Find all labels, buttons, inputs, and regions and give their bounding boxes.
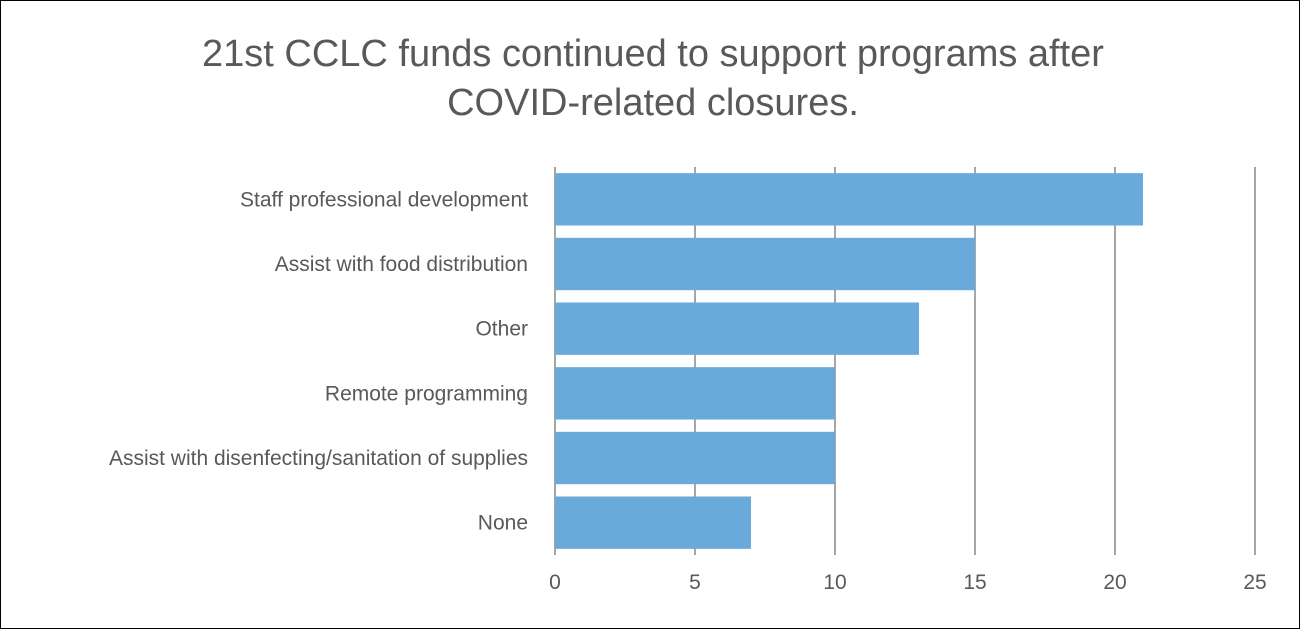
chart-title-line-2: COVID-related closures.	[447, 82, 859, 124]
x-tick-label-15: 15	[963, 571, 986, 594]
x-tick-label-0: 0	[549, 571, 561, 594]
bar-3	[555, 367, 835, 420]
bar-4	[555, 431, 835, 485]
category-label-0: Staff professional development	[240, 188, 528, 211]
x-tick-label-10: 10	[823, 571, 846, 594]
bar-1	[555, 237, 975, 291]
x-axis-tick-labels: 0 5 10 15 20 25	[549, 571, 1267, 594]
x-tick-label-20: 20	[1103, 571, 1126, 594]
category-label-2: Other	[475, 318, 528, 341]
bars	[555, 173, 1143, 549]
category-label-5: None	[478, 512, 528, 535]
gridlines	[554, 167, 1256, 555]
category-label-3: Remote programming	[325, 382, 528, 405]
category-labels: Staff professional development Assist wit…	[109, 188, 528, 534]
category-label-1: Assist with food distribution	[275, 253, 528, 276]
x-tick-label-5: 5	[689, 571, 701, 594]
x-tick-label-25: 25	[1243, 571, 1266, 594]
bar-0	[555, 173, 1143, 226]
category-label-4: Assist with disenfecting/sanitation of s…	[109, 447, 528, 470]
bar-2	[555, 302, 919, 355]
chart-title-line-1: 21st CCLC funds continued to support pro…	[202, 33, 1104, 75]
bar-5	[555, 496, 751, 549]
